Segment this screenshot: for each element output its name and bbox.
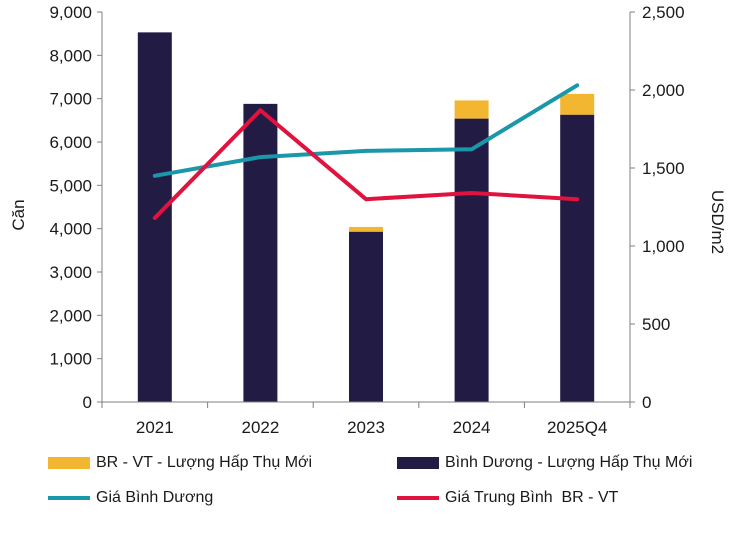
legend-item-gia-binh-duong: Giá Bình Dương xyxy=(48,489,213,507)
line-series-1 xyxy=(152,108,580,220)
x-tick-label-2: 2023 xyxy=(347,418,385,437)
legend-swatch-gia-binh-duong xyxy=(48,496,90,500)
y-right-tick-label-1: 500 xyxy=(642,315,670,334)
y-left-tick-label-1: 1,000 xyxy=(49,350,92,369)
y-left-tick-label-4: 4,000 xyxy=(49,220,92,239)
legend-label-gia-br-vt: Giá Trung Bình BR - VT xyxy=(445,489,619,506)
line-series-0 xyxy=(152,83,580,178)
y-left-tick-label-3: 3,000 xyxy=(49,263,92,282)
x-tick-label-3: 2024 xyxy=(453,418,491,437)
y-left-tick-label-8: 8,000 xyxy=(49,46,92,65)
y-left-tick-label-2: 2,000 xyxy=(49,306,92,325)
y-left-tick-label-6: 6,000 xyxy=(49,133,92,152)
legend-item-br-vt-bar: BR - VT - Lượng Hấp Thụ Mới xyxy=(48,454,312,472)
y-right-tick-label-4: 2,000 xyxy=(642,81,685,100)
bar-1-3 xyxy=(454,100,489,119)
bar-1-4 xyxy=(560,93,595,115)
legend-label-binh-duong-bar: Bình Dương - Lượng Hấp Thụ Mới xyxy=(445,454,693,471)
y-left-tick-label-5: 5,000 xyxy=(49,176,92,195)
bar-0-2 xyxy=(349,231,383,402)
y-right-tick-label-2: 1,000 xyxy=(642,237,685,256)
legend: BR - VT - Lượng Hấp Thụ Mới Bình Dương -… xyxy=(0,440,738,530)
x-tick-label-1: 2022 xyxy=(241,418,279,437)
y-left-tick-label-7: 7,000 xyxy=(49,90,92,109)
y-left-tick-label-0: 0 xyxy=(83,393,92,412)
legend-label-br-vt-bar: BR - VT - Lượng Hấp Thụ Mới xyxy=(96,454,313,471)
legend-swatch-br-vt-bar xyxy=(48,457,90,469)
legend-item-binh-duong-bar: Bình Dương - Lượng Hấp Thụ Mới xyxy=(397,454,692,472)
y-left-axis-title: Căn xyxy=(9,199,28,230)
x-tick-label-0: 2021 xyxy=(136,418,174,437)
bar-0-3 xyxy=(454,118,489,402)
bar-0-4 xyxy=(560,114,595,402)
y-right-tick-label-3: 1,500 xyxy=(642,159,685,178)
chart-canvas: 0 1,000 2,000 3,000 4,000 5,000 6,000 7,000 8,00… xyxy=(9,3,727,437)
bar-1-2 xyxy=(349,226,383,232)
legend-swatch-gia-br-vt xyxy=(397,496,439,500)
y-right-tick-label-0: 0 xyxy=(642,393,651,412)
y-right-tick-label-5: 2,500 xyxy=(642,3,685,22)
bar-0-1 xyxy=(243,103,278,402)
y-right-axis-title: USD/m2 xyxy=(708,190,727,254)
x-tick-label-4: 2025Q4 xyxy=(547,418,608,437)
y-left-tick-label-9: 9,000 xyxy=(49,3,92,22)
legend-swatch-binh-duong-bar xyxy=(397,457,439,469)
legend-item-gia-br-vt: Giá Trung Bình BR - VT xyxy=(397,489,618,507)
legend-label-gia-binh-duong: Giá Bình Dương xyxy=(96,489,214,506)
